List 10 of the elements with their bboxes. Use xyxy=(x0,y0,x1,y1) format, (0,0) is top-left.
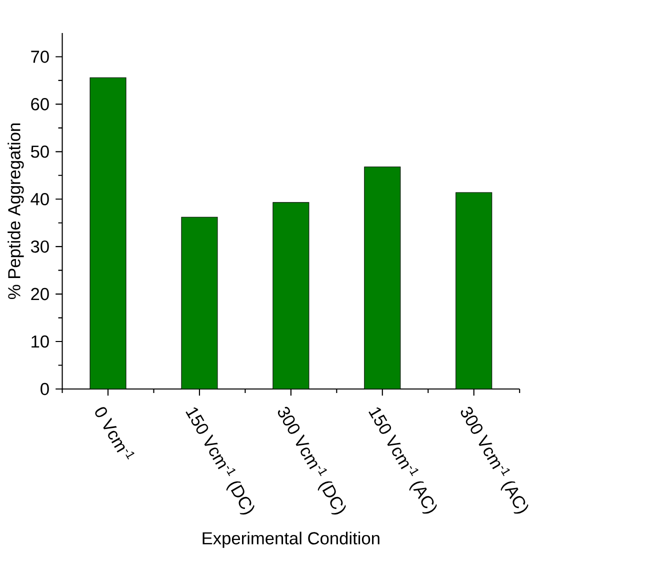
y-tick-label: 0 xyxy=(40,382,49,396)
y-tick-label: 10 xyxy=(32,335,49,348)
y-tick-label: 60 xyxy=(31,98,49,110)
y-tick-label: 70 xyxy=(31,50,49,63)
y-tick-label: 40 xyxy=(30,192,49,206)
y-tick-label: 50 xyxy=(30,146,49,158)
y-tick-label: 30 xyxy=(30,240,49,253)
x-axis-title: Experimental Condition xyxy=(202,532,380,548)
y-axis-title: % Peptide Aggregation xyxy=(8,124,24,300)
y-tick-label: 20 xyxy=(31,288,49,300)
